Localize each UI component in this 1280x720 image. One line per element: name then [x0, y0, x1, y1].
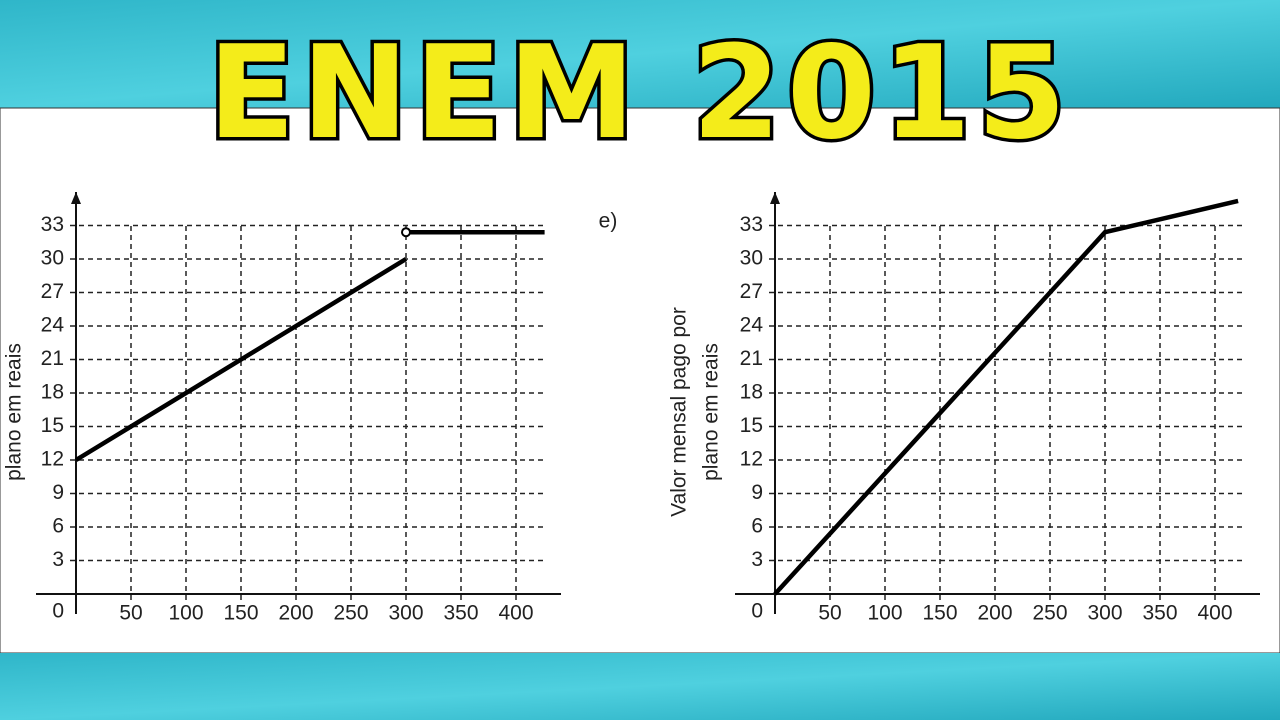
- x-tick-label: 200: [278, 602, 313, 625]
- open-point: [401, 227, 411, 238]
- y-tick-label: 33: [740, 213, 763, 236]
- y-tick-label: 21: [41, 347, 64, 370]
- y-axis-arrow: [770, 192, 780, 204]
- y-tick-label: 27: [41, 280, 64, 303]
- y-tick-label: 27: [740, 280, 763, 303]
- data-line: [74, 229, 545, 462]
- x-tick-label: 150: [922, 602, 957, 625]
- y-tick-label: 3: [751, 548, 763, 571]
- y-tick-label: 15: [41, 414, 64, 437]
- data-line: [773, 198, 1239, 596]
- y-tick-label: 18: [740, 381, 763, 404]
- x-tick-label: 400: [498, 602, 533, 625]
- y-tick-label: 21: [740, 347, 763, 370]
- x-tick-label: 100: [867, 602, 902, 625]
- panel-label: e): [599, 210, 618, 233]
- x-tick-label: 400: [1197, 602, 1232, 625]
- x-tick-label: 50: [119, 602, 142, 625]
- y-tick-label: 0: [751, 600, 763, 623]
- x-tick-label: 350: [443, 602, 478, 625]
- y-tick-label: 33: [41, 213, 64, 236]
- y-axis-arrow: [71, 192, 81, 204]
- y-tick-label: 24: [41, 314, 65, 337]
- y-tick-label: 15: [740, 414, 763, 437]
- y-tick-label: 9: [52, 481, 64, 504]
- y-tick-label: 18: [41, 381, 64, 404]
- x-tick-label: 250: [1032, 602, 1067, 625]
- y-axis-label: Valor mensal pago por: [668, 307, 691, 517]
- y-tick-label: 30: [41, 247, 64, 270]
- y-tick-label: 0: [52, 600, 64, 623]
- x-tick-label: 350: [1142, 602, 1177, 625]
- y-tick-label: 12: [740, 448, 763, 471]
- x-tick-label: 200: [977, 602, 1012, 625]
- x-tick-label: 100: [168, 602, 203, 625]
- x-tick-label: 150: [223, 602, 258, 625]
- y-tick-label: 9: [751, 481, 763, 504]
- y-axis-label: plano em reais: [3, 343, 26, 481]
- y-tick-label: 6: [751, 515, 763, 538]
- top-band: [0, 0, 1280, 108]
- y-tick-label: 24: [740, 314, 764, 337]
- y-tick-label: 30: [740, 247, 763, 270]
- paper: [0, 107, 1280, 654]
- x-tick-label: 300: [388, 602, 423, 625]
- y-tick-label: 6: [52, 515, 64, 538]
- y-tick-label: 12: [41, 448, 64, 471]
- x-tick-label: 300: [1087, 602, 1122, 625]
- x-tick-label: 250: [333, 602, 368, 625]
- x-tick-label: 50: [818, 602, 841, 625]
- y-axis-label: plano em reais: [700, 343, 723, 481]
- banner-title: ENEM 2015: [208, 19, 1072, 168]
- bottom-band: [0, 653, 1280, 720]
- y-tick-label: 3: [52, 548, 64, 571]
